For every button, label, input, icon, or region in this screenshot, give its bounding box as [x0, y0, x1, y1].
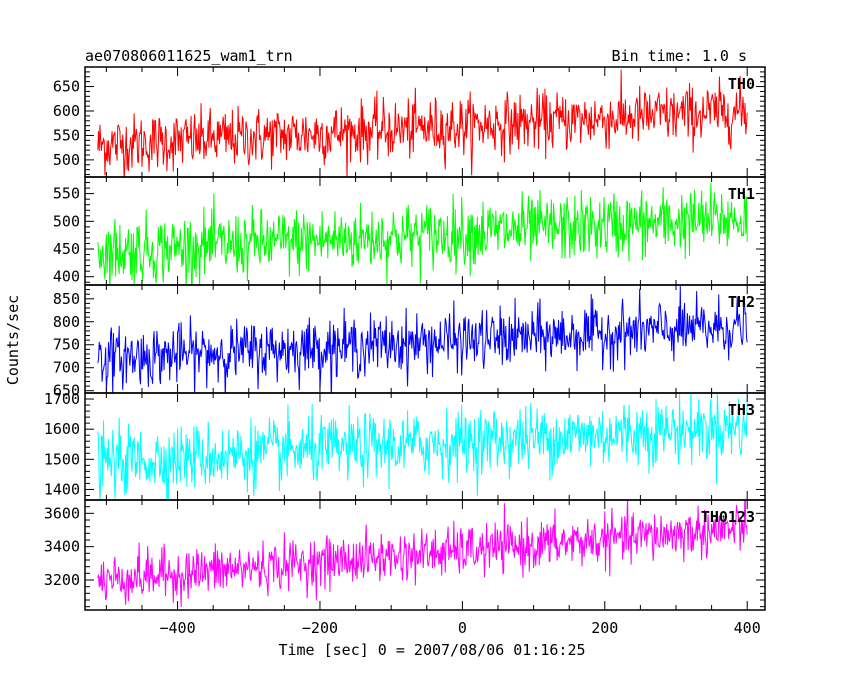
y-tick-label: 550 — [53, 126, 80, 144]
y-tick-label: 3200 — [44, 571, 80, 589]
x-tick-label: 0 — [458, 619, 467, 637]
y-tick-label: 750 — [53, 336, 80, 354]
y-tick-label: 1600 — [44, 420, 80, 438]
series-line-th0 — [97, 69, 748, 177]
y-tick-label: 3600 — [44, 504, 80, 522]
y-tick-label: 3400 — [44, 538, 80, 556]
y-tick-label: 500 — [53, 212, 80, 230]
series-line-th0123 — [97, 500, 748, 608]
y-tick-label: 850 — [53, 290, 80, 308]
y-axis-label: Counts/sec — [4, 295, 22, 385]
x-tick-label: −400 — [160, 619, 196, 637]
y-tick-label: 700 — [53, 359, 80, 377]
panel-label-th1: TH1 — [728, 185, 755, 203]
bin-time-label: Bin time: 1.0 s — [612, 47, 747, 65]
y-tick-label: 800 — [53, 313, 80, 331]
y-tick-label: 1400 — [44, 480, 80, 498]
panel-label-th3: TH3 — [728, 401, 755, 419]
series-line-th2 — [97, 286, 748, 393]
x-tick-label: 400 — [734, 619, 761, 637]
panel-label-th0123: TH0123 — [701, 508, 755, 526]
y-tick-label: 1700 — [44, 390, 80, 408]
y-tick-label: 450 — [53, 240, 80, 258]
y-tick-label: 400 — [53, 268, 80, 286]
y-tick-label: 600 — [53, 102, 80, 120]
series-line-th1 — [97, 182, 748, 285]
y-tick-label: 650 — [53, 382, 80, 400]
x-tick-label: 200 — [591, 619, 618, 637]
panels-group: 500 550 600 650 TH0 400 450 500 550 TH1 650 700 750 8… — [44, 66, 766, 637]
y-tick-label: 650 — [53, 78, 80, 96]
series-line-th3 — [97, 393, 748, 500]
panel-frame-th0123 — [84, 499, 766, 611]
panel-label-th2: TH2 — [728, 293, 755, 311]
y-tick-label: 550 — [53, 185, 80, 203]
y-tick-label: 500 — [53, 151, 80, 169]
x-tick-label: −200 — [302, 619, 338, 637]
chart-title: ae070806011625_wam1_trn — [85, 47, 293, 65]
panel-label-th0: TH0 — [728, 75, 755, 93]
y-tick-label: 1500 — [44, 450, 80, 468]
x-axis-label: Time [sec] 0 = 2007/08/06 01:16:25 — [278, 641, 585, 659]
